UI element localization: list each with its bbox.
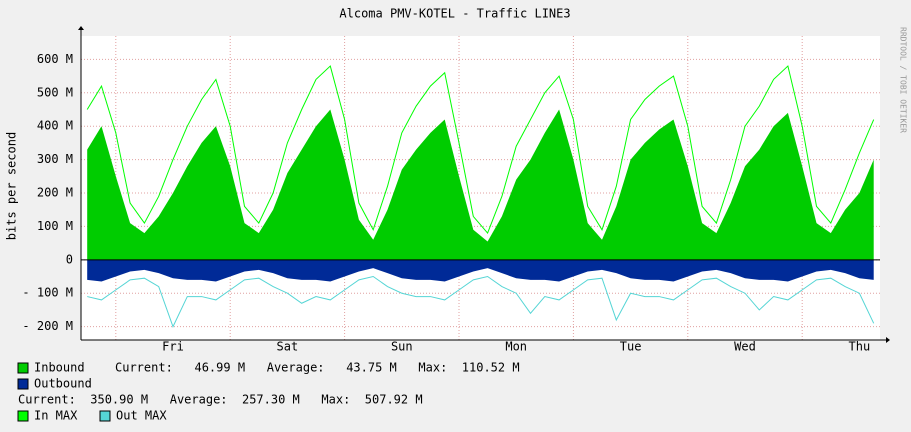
x-arrow — [886, 337, 890, 343]
x-tick-label: Mon — [505, 340, 527, 354]
series-area — [87, 259, 874, 282]
x-tick-label: Sat — [277, 340, 299, 354]
legend-swatch — [17, 410, 29, 422]
series-line — [86, 65, 875, 235]
x-tick-label: Thu — [849, 340, 871, 354]
y-tick-label: - 100 M — [22, 286, 73, 300]
series-area — [87, 109, 874, 260]
legend-stats: Current: 350.90 M Average: 257.30 M Max:… — [18, 393, 423, 407]
y-tick-label: - 200 M — [22, 319, 73, 333]
legend-swatch — [17, 362, 29, 374]
legend-label: Inbound — [34, 361, 85, 375]
legend-label: In MAX — [34, 409, 78, 423]
y-tick-label: 0 — [66, 252, 73, 266]
y-tick-label: 600 M — [37, 52, 73, 66]
x-tick-label: Wed — [734, 340, 756, 354]
side-text: RRDTOOL / TOBI OETIKER — [899, 27, 908, 133]
legend-swatch — [99, 410, 111, 422]
y-arrow — [78, 26, 84, 30]
x-tick-label: Tue — [620, 340, 642, 354]
x-tick-label: Fri — [162, 340, 184, 354]
y-tick-label: 400 M — [37, 119, 73, 133]
series-line — [87, 275, 875, 328]
legend-stats: Current: 46.99 M Average: 43.75 M Max: 1… — [115, 361, 520, 375]
y-tick-label: 300 M — [37, 152, 73, 166]
legend-swatch — [17, 378, 29, 390]
legend-label: Outbound — [34, 377, 92, 391]
y-tick-label: 500 M — [37, 85, 73, 99]
y-tick-label: 100 M — [37, 219, 73, 233]
x-tick-label: Sun — [391, 340, 413, 354]
y-tick-label: 200 M — [37, 186, 73, 200]
legend-label: Out MAX — [116, 409, 167, 423]
y-axis-label: bits per second — [5, 132, 19, 240]
chart-title: Alcoma PMV-KOTEL - Traffic LINE3 — [339, 7, 570, 21]
